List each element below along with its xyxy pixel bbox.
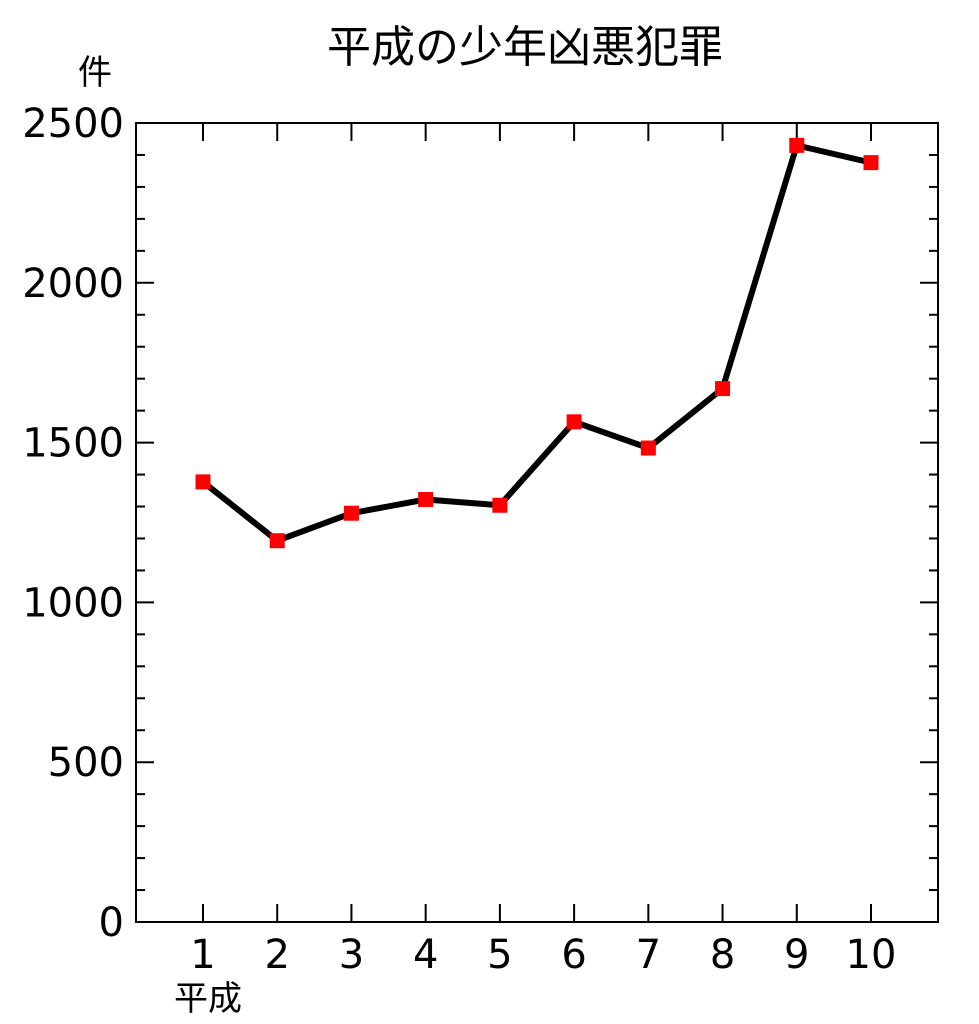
data-point-marker (640, 440, 656, 456)
x-tick-label: 8 (710, 932, 735, 978)
x-axis-era-label: 平成 (174, 979, 242, 1019)
y-tick-label: 500 (48, 740, 124, 786)
x-tick-label: 6 (561, 932, 586, 978)
data-point-marker (269, 533, 285, 549)
data-point-marker (566, 414, 582, 430)
y-tick-label: 1500 (22, 421, 124, 467)
data-point-marker (715, 381, 731, 397)
plot-frame (135, 122, 939, 923)
data-point-marker (789, 137, 805, 153)
x-axis: 1 2 3 4 5 6 7 8 9 10 (190, 123, 896, 978)
y-axis-unit-label: 件 (78, 53, 112, 93)
y-tick-label: 2500 (22, 101, 124, 147)
y-tick-label: 1000 (22, 580, 124, 626)
x-tick-label: 7 (636, 932, 661, 978)
series-line (201, 142, 872, 544)
chart-title: 平成の少年凶悪犯罪 (327, 22, 723, 73)
y-tick-label: 2000 (22, 261, 124, 307)
data-point-marker (195, 474, 211, 490)
x-tick-label: 1 (190, 932, 215, 978)
data-point-marker (343, 505, 359, 521)
x-tick-label: 10 (846, 932, 897, 978)
y-tick-label: 0 (99, 900, 124, 946)
x-tick-label: 5 (487, 932, 512, 978)
x-tick-label: 2 (264, 932, 289, 978)
x-tick-label: 3 (339, 932, 364, 978)
x-tick-label: 4 (413, 932, 438, 978)
data-point-marker (863, 155, 879, 171)
x-tick-label: 9 (784, 932, 809, 978)
data-point-marker (418, 491, 434, 507)
data-point-marker (492, 497, 508, 513)
data-series (195, 137, 879, 549)
y-axis: 0 500 1000 1500 2000 2500 (22, 101, 938, 946)
